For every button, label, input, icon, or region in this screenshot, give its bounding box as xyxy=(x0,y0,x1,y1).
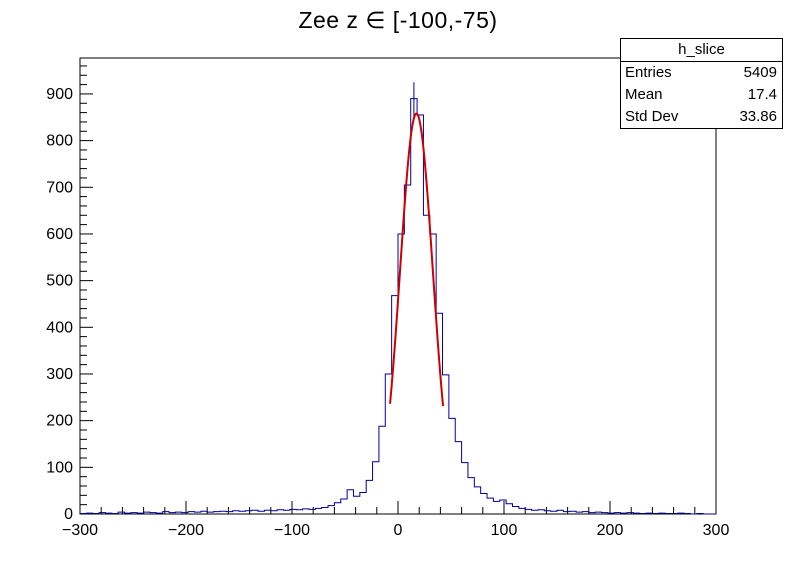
stats-entries-label: Entries xyxy=(625,64,672,81)
x-tick-label: 0 xyxy=(394,522,403,539)
stats-box-title: h_slice xyxy=(621,39,782,62)
stats-mean-label: Mean xyxy=(625,86,663,103)
gaussian-fit-curve xyxy=(389,112,445,407)
stats-stddev-label: Std Dev xyxy=(625,108,679,125)
histogram-line xyxy=(80,98,716,515)
y-tick-label: 800 xyxy=(46,133,73,150)
x-tick-label: 100 xyxy=(491,522,518,539)
plot-title: Zee z ∈ [-100,-75) xyxy=(298,7,498,33)
y-tick-label: 0 xyxy=(64,506,73,523)
stats-entries-value: 5409 xyxy=(743,64,777,81)
stats-row-mean: Mean 17.4 xyxy=(621,84,782,106)
x-tick-label: −300 xyxy=(62,522,98,539)
x-tick-label: −200 xyxy=(168,522,204,539)
y-tick-label: 200 xyxy=(46,413,73,430)
y-tick-label: 600 xyxy=(46,226,73,243)
x-tick-label: 300 xyxy=(703,522,730,539)
y-tick-label: 400 xyxy=(46,319,73,336)
stats-box: h_slice Entries 5409 Mean 17.4 Std Dev 3… xyxy=(620,38,783,129)
y-tick-label: 900 xyxy=(46,86,73,103)
stats-row-stddev: Std Dev 33.86 xyxy=(621,106,782,128)
x-tick-label: 200 xyxy=(597,522,624,539)
stats-mean-value: 17.4 xyxy=(747,86,777,103)
y-tick-label: 700 xyxy=(46,179,73,196)
stats-row-entries: Entries 5409 xyxy=(621,62,782,84)
y-tick-label: 500 xyxy=(46,273,73,290)
stats-stddev-value: 33.86 xyxy=(739,108,777,125)
plot-frame xyxy=(79,57,717,515)
x-tick-label: −100 xyxy=(274,522,310,539)
y-tick-label: 300 xyxy=(46,366,73,383)
y-tick-label: 100 xyxy=(46,459,73,476)
